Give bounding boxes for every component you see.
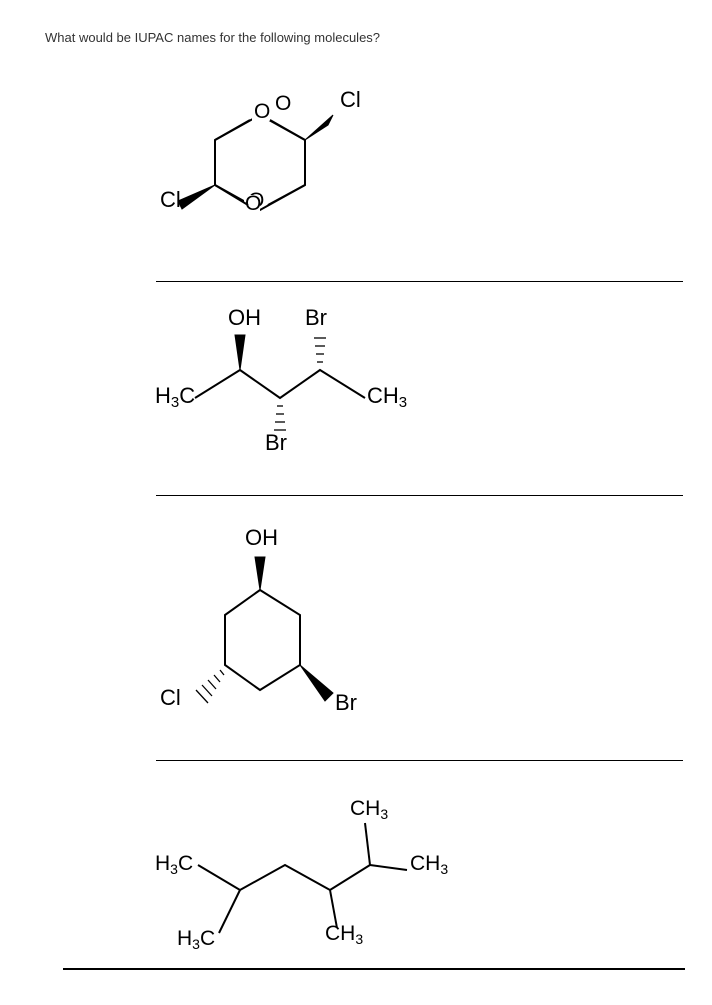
svg-text:O: O [254,100,270,123]
atom-label: Br [305,305,327,330]
atom-label: Cl [340,87,361,112]
atom-label: H3C [155,383,195,411]
molecule-1: O Cl O Cl O O [140,85,380,260]
atom-label: H3C [177,927,215,952]
rule-4 [63,968,685,970]
molecule-4: H3C H3C CH3 CH3 CH3 [155,790,475,960]
atom-label: Cl [160,187,181,212]
atom-label: O [275,92,291,115]
atom-label: OH [245,525,278,550]
rule-3 [156,760,683,761]
rule-1 [156,281,683,282]
atom-label: CH3 [350,797,388,822]
atom-label: Cl [160,685,181,710]
atom-label: CH3 [410,852,448,877]
atom-label: H3C [155,852,193,877]
rule-2 [156,495,683,496]
molecule-3: OH Cl Br [155,525,405,740]
molecule-2: OH Br H3C CH3 Br [155,300,445,475]
atom-label: Br [265,430,287,455]
question-text: What would be IUPAC names for the follow… [45,30,380,45]
atom-label: CH3 [367,383,407,411]
atom-label: Br [335,690,357,715]
atom-label: CH3 [325,922,363,947]
atom-label: OH [228,305,261,330]
